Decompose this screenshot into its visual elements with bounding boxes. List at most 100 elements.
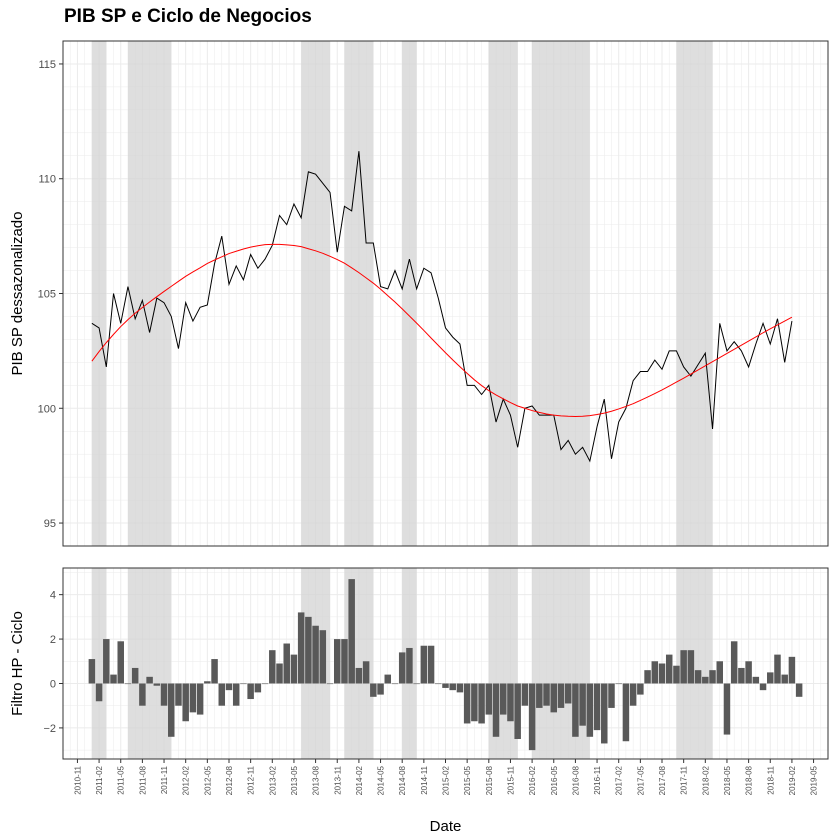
cycle-bar <box>211 659 218 684</box>
cycle-bar <box>305 616 312 684</box>
cycle-bar <box>673 665 680 684</box>
cycle-bar <box>644 670 651 684</box>
cycle-bar <box>456 683 464 693</box>
x-tick-label: 2018-08 <box>745 765 754 795</box>
cycle-bar <box>774 654 781 684</box>
x-tick-label: 2014-11 <box>420 765 429 794</box>
cycle-bar <box>196 683 204 715</box>
chart-title: PIB SP e Ciclo de Negocios <box>64 6 312 27</box>
recession-band <box>532 41 590 546</box>
cycle-bar <box>232 683 240 706</box>
cycle-bar <box>124 683 132 685</box>
x-tick-label: 2013-11 <box>333 765 342 794</box>
cycle-bar <box>146 676 153 684</box>
cycle-bar <box>615 683 622 685</box>
x-tick-label: 2016-05 <box>550 765 559 795</box>
trend-line <box>91 243 793 418</box>
x-tick-label: 2015-05 <box>463 765 472 795</box>
x-tick-label: 2010-11 <box>73 765 82 794</box>
cycle-bar <box>312 625 319 684</box>
cycle-bar <box>702 676 709 684</box>
cycle-bar <box>781 674 788 684</box>
cycle-bar <box>738 667 745 684</box>
y-tick-label: 115 <box>38 59 56 71</box>
cycle-bar <box>629 683 637 706</box>
cycle-bar <box>608 683 615 708</box>
x-tick-label: 2013-05 <box>290 765 299 795</box>
cycle-bar <box>348 579 355 684</box>
cycle-bar <box>370 683 377 697</box>
cycle-bar <box>478 683 485 724</box>
x-axis-label: Date <box>430 818 462 835</box>
x-tick-label: 2011-08 <box>138 765 147 794</box>
recession-band <box>127 41 172 546</box>
cycle-bar <box>341 639 348 684</box>
y-tick-label: 100 <box>38 403 56 415</box>
cycle-bar <box>622 683 630 742</box>
x-tick-label: 2017-02 <box>615 765 624 795</box>
cycle-bar <box>218 683 226 706</box>
recession-band <box>676 41 713 546</box>
cycle-bar <box>413 683 420 685</box>
cycle-bar <box>319 630 327 684</box>
cycle-bar <box>767 672 774 684</box>
x-tick-label: 2019-02 <box>788 765 797 795</box>
recession-band <box>91 41 107 546</box>
cycle-bar <box>687 650 695 684</box>
cycle-bar <box>543 683 550 706</box>
cycle-bar <box>637 683 644 695</box>
x-tick-label: 2016-11 <box>593 765 602 794</box>
cycle-bar <box>536 683 543 708</box>
cycle-bar <box>593 683 601 731</box>
cycle-bar <box>110 674 117 684</box>
x-tick-label: 2014-08 <box>398 765 407 795</box>
cycle-bar <box>788 656 796 684</box>
cycle-bar <box>160 683 168 706</box>
x-tick-label: 2018-05 <box>723 765 732 795</box>
cycle-bar <box>601 683 608 744</box>
x-tick-label: 2017-11 <box>680 765 689 794</box>
cycle-bar <box>449 683 456 691</box>
x-tick-label: 2012-11 <box>247 765 256 794</box>
cycle-bar <box>276 663 283 684</box>
cycle-bar <box>95 683 103 702</box>
y-tick-label: 110 <box>38 174 56 186</box>
cycle-bar <box>759 683 767 691</box>
cycle-bar <box>153 683 161 686</box>
x-tick-label: 2017-08 <box>658 765 667 795</box>
x-tick-label: 2018-11 <box>766 765 775 794</box>
cycle-bar <box>333 639 341 684</box>
cycle-bar <box>175 683 182 706</box>
cycle-bar <box>463 683 471 724</box>
y-tick-label: 4 <box>50 590 56 602</box>
cycle-bar <box>658 663 666 684</box>
x-tick-label: 2018-02 <box>701 765 710 795</box>
recession-band <box>91 568 107 759</box>
cycle-bar <box>88 659 96 684</box>
gdp-line <box>91 151 793 463</box>
cycle-bar <box>297 612 305 684</box>
cycle-bar <box>564 683 572 704</box>
recession-band <box>488 41 518 546</box>
cycle-bar <box>189 683 197 713</box>
x-tick-label: 2013-02 <box>268 765 277 795</box>
cycle-bar <box>427 645 435 684</box>
cycle-bar <box>139 683 146 706</box>
cycle-bar <box>247 683 254 700</box>
recession-band <box>344 41 374 546</box>
cycle-bar <box>131 667 139 684</box>
cycle-bar <box>182 683 189 722</box>
cycle-bar <box>485 683 493 715</box>
cycle-bar <box>550 683 558 713</box>
cycle-bar <box>362 661 370 684</box>
recession-band <box>127 568 172 759</box>
x-tick-label: 2011-02 <box>95 765 104 794</box>
cycle-bar <box>435 683 442 685</box>
cycle-bar <box>752 676 760 684</box>
x-tick-label: 2017-05 <box>636 765 645 795</box>
cycle-bar <box>557 683 565 708</box>
y-tick-label: 2 <box>50 634 56 646</box>
cycle-bar <box>528 683 536 751</box>
